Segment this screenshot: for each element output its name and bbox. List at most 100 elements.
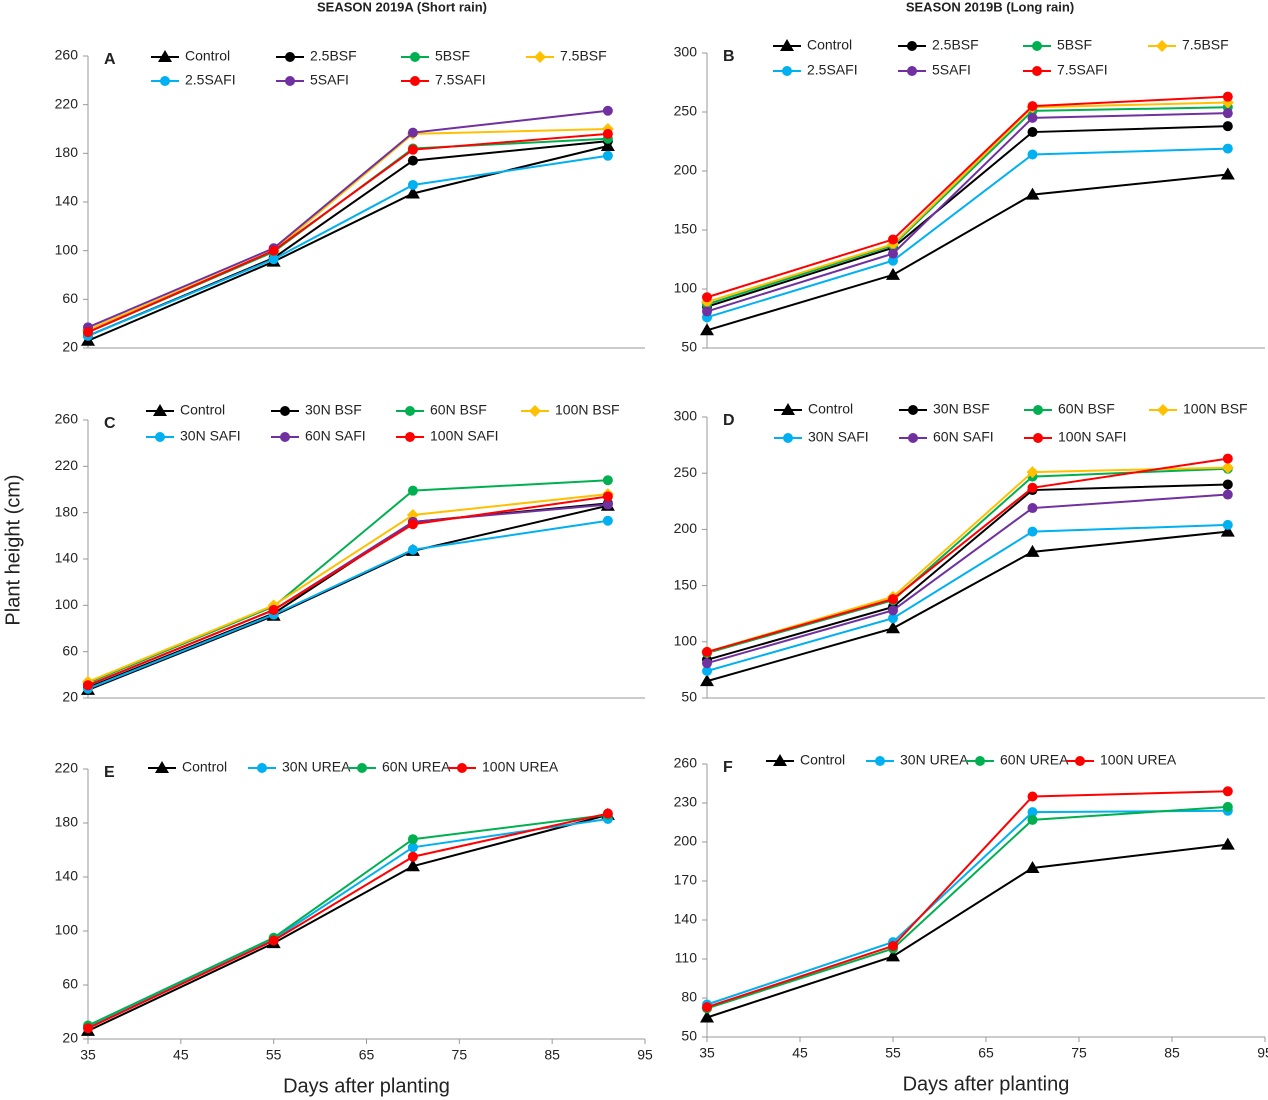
legend-marker bbox=[1157, 404, 1169, 416]
legend-label: 100N UREA bbox=[1100, 752, 1177, 768]
legend-label: 5BSF bbox=[1057, 37, 1092, 53]
y-tick-label: 140 bbox=[55, 193, 79, 209]
y-tick-label: 100 bbox=[55, 241, 79, 257]
legend-marker bbox=[153, 404, 167, 416]
legend-label: 2.5BSF bbox=[310, 48, 357, 64]
data-point bbox=[1025, 861, 1040, 873]
data-point bbox=[1027, 526, 1038, 537]
legend-marker bbox=[782, 66, 792, 76]
x-axis-label: Days after planting bbox=[903, 1073, 1070, 1095]
data-point bbox=[700, 674, 714, 687]
legend-marker bbox=[1033, 433, 1043, 443]
y-tick-label: 140 bbox=[55, 868, 79, 884]
data-point bbox=[702, 292, 712, 303]
data-point bbox=[602, 491, 613, 502]
series-line bbox=[87, 813, 609, 1032]
series-line bbox=[706, 493, 1228, 665]
legend-marker bbox=[155, 761, 169, 773]
series-line bbox=[87, 813, 608, 1027]
data-point bbox=[1222, 453, 1233, 464]
legend-marker bbox=[285, 52, 295, 62]
series-line bbox=[706, 106, 1228, 306]
y-tick-label: 180 bbox=[55, 144, 79, 160]
y-tick-label: 140 bbox=[674, 911, 698, 927]
y-tick-label: 200 bbox=[674, 833, 698, 849]
data-point bbox=[1027, 807, 1038, 818]
legend-label: 60N UREA bbox=[382, 759, 451, 775]
series-line bbox=[706, 173, 1228, 332]
series-line bbox=[706, 809, 1228, 1006]
y-tick-label: 50 bbox=[681, 689, 697, 705]
series-line bbox=[706, 112, 1228, 313]
data-point bbox=[1027, 127, 1038, 138]
series-line bbox=[706, 523, 1228, 672]
y-tick-label: 140 bbox=[55, 550, 79, 566]
series-line bbox=[87, 495, 609, 687]
y-tick-label: 150 bbox=[674, 576, 698, 592]
legend-marker bbox=[457, 763, 467, 773]
y-tick-label: 110 bbox=[675, 950, 698, 966]
legend-marker bbox=[529, 405, 541, 417]
legend-label: 5BSF bbox=[435, 48, 470, 64]
legend-label: Control bbox=[180, 402, 225, 418]
legend-marker bbox=[907, 66, 917, 76]
legend-label: 30N BSF bbox=[305, 402, 362, 418]
x-tick-label: 45 bbox=[792, 1045, 808, 1061]
legend-marker bbox=[257, 763, 267, 773]
data-point bbox=[407, 155, 418, 166]
legend-label: Control bbox=[185, 48, 230, 64]
data-point bbox=[1222, 489, 1233, 500]
legend-marker bbox=[907, 41, 917, 51]
legend-marker bbox=[155, 432, 165, 442]
legend-marker bbox=[160, 76, 170, 86]
legend-label: Control bbox=[808, 401, 853, 417]
data-point bbox=[702, 306, 712, 317]
legend-label: 5SAFI bbox=[310, 72, 349, 88]
data-point bbox=[1025, 544, 1040, 557]
legend-marker bbox=[908, 405, 918, 415]
legend-marker bbox=[405, 432, 415, 442]
legend-marker bbox=[158, 50, 172, 62]
data-point bbox=[886, 949, 900, 962]
data-point bbox=[1027, 482, 1038, 493]
y-tick-label: 100 bbox=[55, 922, 79, 938]
legend-marker bbox=[1032, 41, 1042, 51]
legend-label: Control bbox=[800, 752, 845, 768]
data-point bbox=[405, 186, 420, 199]
panel-title: SEASON 2019A (Short rain) bbox=[317, 0, 487, 14]
data-point bbox=[702, 666, 712, 677]
legend-label: 30N SAFI bbox=[808, 429, 869, 445]
y-tick-label: 150 bbox=[674, 221, 698, 237]
legend-marker bbox=[783, 433, 793, 443]
y-tick-label: 250 bbox=[674, 103, 698, 119]
legend-label: 30N UREA bbox=[900, 752, 969, 768]
legend-label: 60N BSF bbox=[1058, 401, 1115, 417]
legend-marker bbox=[773, 754, 787, 766]
legend-label: 100N BSF bbox=[1183, 401, 1248, 417]
legend-marker bbox=[908, 433, 918, 443]
x-tick-label: 55 bbox=[885, 1045, 901, 1061]
legend-label: 60N BSF bbox=[430, 402, 487, 418]
data-point bbox=[700, 323, 714, 336]
series-line bbox=[87, 502, 608, 689]
legend-marker bbox=[357, 763, 367, 773]
data-point bbox=[405, 859, 420, 872]
y-tick-label: 220 bbox=[55, 457, 79, 473]
legend-label: 100N SAFI bbox=[430, 428, 498, 444]
series-line bbox=[706, 147, 1228, 319]
y-axis-label: Plant height (cm) bbox=[2, 474, 24, 625]
series-line bbox=[87, 128, 608, 331]
panel-label: E bbox=[104, 764, 115, 781]
y-tick-label: 60 bbox=[62, 290, 78, 306]
data-point bbox=[407, 851, 418, 862]
data-point bbox=[407, 485, 418, 496]
legend-label: 100N SAFI bbox=[1058, 429, 1126, 445]
data-point bbox=[83, 327, 93, 338]
data-point bbox=[700, 1010, 714, 1023]
series-line bbox=[706, 95, 1228, 299]
y-tick-label: 20 bbox=[62, 1030, 78, 1046]
legend-marker bbox=[1033, 405, 1043, 415]
series-line bbox=[706, 101, 1228, 303]
series-line bbox=[706, 530, 1228, 683]
